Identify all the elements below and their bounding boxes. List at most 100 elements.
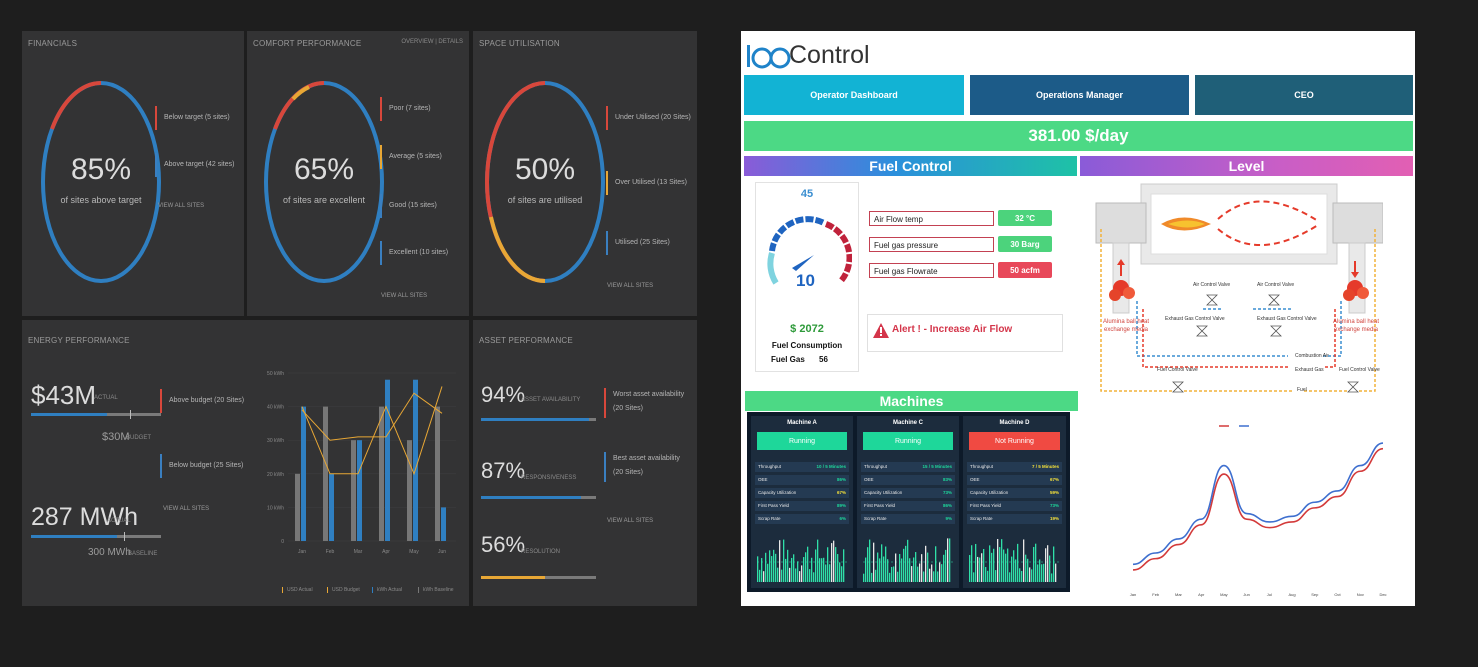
sparkline-bar xyxy=(909,558,911,582)
sparkline-bar xyxy=(793,554,795,582)
sparkline-bar xyxy=(991,552,993,582)
sparkline-bar xyxy=(883,556,885,582)
space-caption: of sites are utilised xyxy=(507,195,583,205)
sparkline-bar xyxy=(767,563,769,582)
sparkline-bar xyxy=(835,547,837,582)
fuel-gas-pressure-value: 30 Barg xyxy=(998,236,1052,252)
machine-a-capacity: Capacity Utilization 67% xyxy=(755,488,849,498)
machine-a-card[interactable]: Machine A Running Throughput 10 / 5 Minut… xyxy=(751,416,853,588)
space-view-all-link[interactable]: VIEW ALL SITES xyxy=(607,283,654,289)
sparkline-bar xyxy=(975,543,977,582)
nav-operator-dashboard[interactable]: Operator Dashboard xyxy=(744,75,964,115)
sparkline-bar xyxy=(891,566,893,582)
sparkline-bar xyxy=(947,538,949,582)
alumina-media-label-left: Alumina ball heat exchange media xyxy=(1102,319,1150,333)
space-value: 50% xyxy=(514,153,576,186)
financials-donut xyxy=(41,81,161,283)
sparkline-bar xyxy=(837,554,839,582)
sparkline-bar xyxy=(839,562,841,582)
sparkline-bar xyxy=(931,564,933,582)
comfort-value: 65% xyxy=(293,153,355,186)
machine-c-sparkline xyxy=(863,538,953,582)
sparkline-bar xyxy=(785,558,787,582)
energy-bar-kwh-baseline xyxy=(435,406,440,541)
sparkline-bar xyxy=(1021,570,1023,582)
level-x-tick: Apr xyxy=(1198,592,1205,597)
energy-kpi2-target-label: BASELINE xyxy=(128,551,158,557)
energy-chart: 50 kWh 40 kWh 30 kWh 20 kWh 10 kWh 0 Jan Feb Mar… xyxy=(267,371,456,555)
sparkline-bar xyxy=(809,569,811,582)
space-donut xyxy=(485,81,605,283)
machine-d-first-pass-yield: First Pass Yield 73% xyxy=(967,501,1062,511)
sparkline-bar xyxy=(779,540,781,582)
sparkline-bar xyxy=(993,548,995,582)
energy-y-tick: 0 xyxy=(281,539,284,545)
machines-header: Machines xyxy=(745,391,1078,411)
machine-c-card[interactable]: Machine C Running Throughput 15 / 5 Minut… xyxy=(857,416,959,588)
financials-caption: of sites above target xyxy=(60,195,142,205)
comfort-view-all-link[interactable]: VIEW ALL SITES xyxy=(381,293,428,299)
energy-view-all-link[interactable]: VIEW ALL SITES xyxy=(163,506,210,512)
sparkline-bar xyxy=(907,539,909,582)
sparkline-bar xyxy=(985,567,987,582)
energy-x-tick: Apr xyxy=(382,549,390,555)
sparkline-bar xyxy=(873,542,875,582)
level-x-tick: Feb xyxy=(1152,592,1160,597)
air-flow-temp-field: Air Flow temp xyxy=(869,211,994,226)
level-x-tick: Jul xyxy=(1267,592,1272,597)
sparkline-bar xyxy=(981,553,983,582)
sparkline-bar xyxy=(819,558,821,582)
fuel-gas-flowrate-value: 50 acfm xyxy=(998,262,1052,278)
energy-legend-below: Below budget (25 Sites) xyxy=(160,454,243,478)
sparkline-bar xyxy=(1039,559,1041,582)
asset-title: ASSET PERFORMANCE xyxy=(479,336,573,345)
sparkline-bar xyxy=(973,572,975,582)
comfort-tabs[interactable]: OVERVIEW | DETAILS xyxy=(401,39,463,45)
sparkline-bar xyxy=(833,540,835,582)
sparkline-bar xyxy=(925,545,927,582)
combustion-air-label: Combustion Air xyxy=(1295,353,1329,359)
comfort-caption: of sites are excellent xyxy=(282,195,366,205)
sparkline-bar xyxy=(777,567,779,582)
asset-kpi-responsiveness-value: 87% xyxy=(481,458,526,483)
comfort-panel: COMFORT PERFORMANCE OVERVIEW | DETAILS 6… xyxy=(247,31,469,316)
sparkline-bar xyxy=(921,554,923,582)
air-flow-temp-value: 32 °C xyxy=(998,210,1052,226)
energy-kpi2-target: 300 MWh xyxy=(88,547,131,558)
nav-operations-manager[interactable]: Operations Manager xyxy=(970,75,1189,115)
level-x-tick: Jan xyxy=(1130,592,1136,597)
nav-ceo[interactable]: CEO xyxy=(1195,75,1413,115)
fuel-label: Fuel xyxy=(1297,387,1307,393)
sparkline-bar xyxy=(1011,556,1013,582)
sparkline-bar xyxy=(889,572,891,582)
energy-chart-legend-kwh-actual: kWh Actual xyxy=(372,587,402,593)
sparkline-bar xyxy=(865,557,867,582)
machine-a-status: Running xyxy=(757,432,847,450)
machine-a-scrap-rate: Scrap Rate 6% xyxy=(755,514,849,524)
asset-view-all-link[interactable]: VIEW ALL SITES xyxy=(607,518,654,524)
machine-a-sparkline xyxy=(757,539,847,582)
sparkline-bar xyxy=(941,564,943,582)
financials-panel: FINANCIALS 85% of sites above target Bel… xyxy=(22,31,244,316)
logo-text: Control xyxy=(789,41,870,69)
energy-chart-legend-usd-actual: USD Actual xyxy=(282,587,313,593)
sparkline-bar xyxy=(919,563,921,582)
asset-kpi-resolution-label: RESOLUTION xyxy=(521,549,561,555)
sparkline-bar xyxy=(1015,559,1017,582)
sparkline-bar xyxy=(817,539,819,582)
sparkline-bar xyxy=(821,558,823,582)
financials-view-all-link[interactable]: VIEW ALL SITES xyxy=(158,203,205,209)
machine-d-card[interactable]: Machine D Not Running Throughput 7 / 5 Mi… xyxy=(963,416,1066,588)
sparkline-bar xyxy=(1025,554,1027,582)
machine-c-capacity: Capacity Utilization 73% xyxy=(861,488,955,498)
sparkline-bar xyxy=(911,566,913,582)
sparkline-bar xyxy=(913,557,915,582)
sparkline-bar xyxy=(797,561,799,582)
sparkline-bar xyxy=(823,557,825,582)
energy-bar-kwh-baseline xyxy=(351,440,356,541)
financials-legend-above: Above target (42 sites) xyxy=(155,153,234,177)
sparkline-bar xyxy=(843,549,845,582)
level-x-tick: Dec xyxy=(1379,592,1386,597)
machine-a-name: Machine A xyxy=(787,420,817,426)
sparkline-bar xyxy=(977,556,979,582)
